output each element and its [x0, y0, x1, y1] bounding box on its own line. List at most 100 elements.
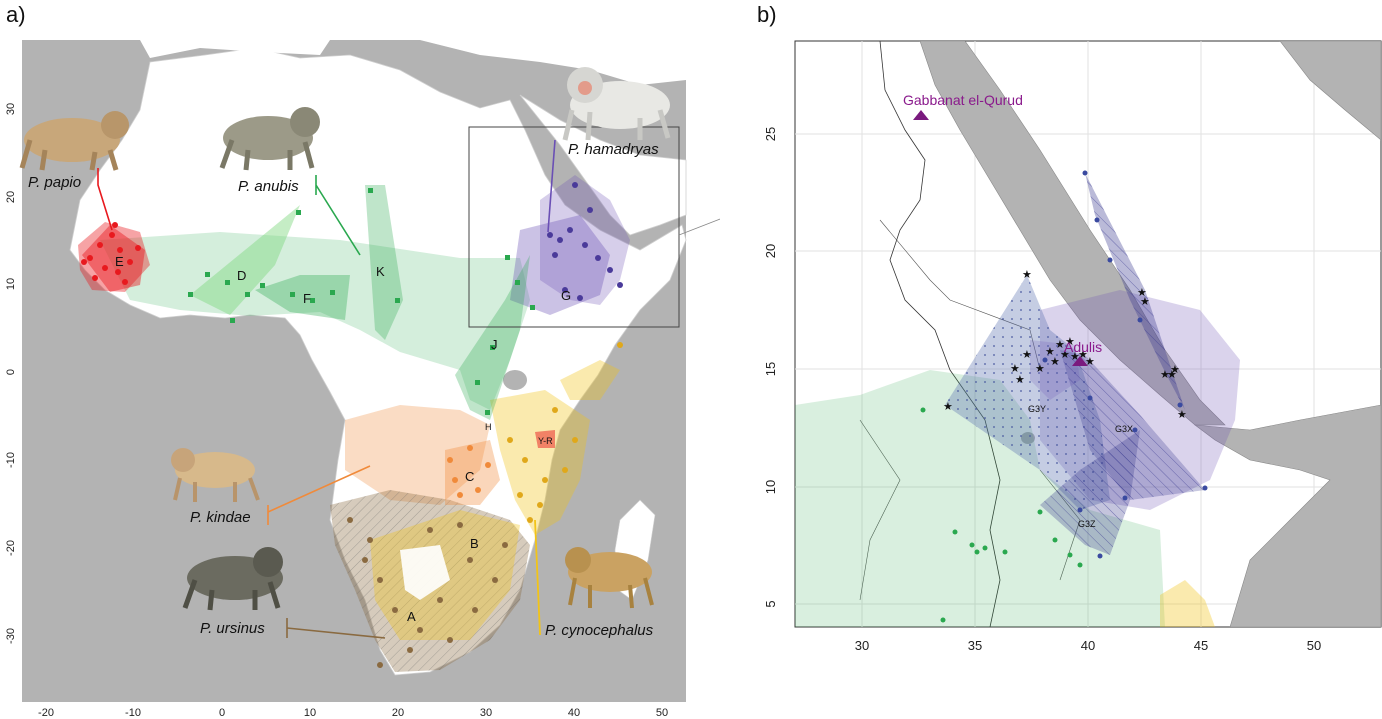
- hamadryas-leader: [547, 139, 556, 233]
- panel-a-y-axis: 30 20 10 0 -10 -20 -30: [5, 103, 17, 644]
- ursinus-illustration: [182, 547, 283, 611]
- y-tick: 10: [5, 278, 17, 290]
- cluster-j-polygon: [455, 255, 530, 420]
- x-tick: -10: [125, 707, 141, 719]
- x-tick: 45: [1194, 638, 1208, 653]
- svg-text:★: ★: [1022, 269, 1032, 281]
- svg-text:★: ★: [943, 401, 953, 413]
- papio-samples: [81, 222, 141, 285]
- nile-river: [879, 41, 1001, 627]
- cluster-c-polygon: [445, 440, 500, 505]
- adulis-label: Adulis: [1064, 339, 1102, 355]
- panel-b-y-axis: 25 20 15 10 5: [763, 127, 778, 608]
- y-tick: 20: [5, 191, 17, 203]
- panel-b-x-axis: 30 35 40 45 50: [855, 638, 1321, 653]
- lake-victoria: [503, 370, 527, 390]
- svg-text:★: ★: [1137, 287, 1147, 299]
- inset-connector: [678, 218, 720, 236]
- cluster-label-g3z: G3Z: [1078, 519, 1096, 529]
- y-tick: 5: [763, 600, 778, 607]
- cluster-label-k: K: [376, 264, 385, 279]
- cynocephalus-samples: [507, 342, 623, 523]
- cluster-label-c: C: [465, 469, 474, 484]
- cluster-label-a: A: [407, 609, 416, 624]
- ursinus-leader: [286, 618, 386, 639]
- europe-landmass: [140, 40, 330, 58]
- hamadryas-illustration: [562, 67, 671, 141]
- y-tick: -30: [5, 628, 17, 644]
- adulis-marker: [1072, 356, 1088, 366]
- svg-text:★: ★: [1055, 339, 1065, 351]
- svg-text:★: ★: [1050, 356, 1060, 368]
- kindae-samples: [447, 445, 491, 498]
- label-kindae: P. kindae: [190, 509, 251, 526]
- x-tick: 0: [219, 707, 225, 719]
- svg-text:★: ★: [1167, 369, 1177, 381]
- cluster-label-j: J: [491, 337, 498, 352]
- x-tick: 30: [480, 707, 492, 719]
- x-tick: 30: [855, 638, 869, 653]
- cluster-label-g3y: G3Y: [1028, 404, 1046, 414]
- label-ursinus: P. ursinus: [200, 620, 265, 637]
- ancient-samples: ★★ ★★★ ★★★ ★★★ ★★★ ★★★ ★★★: [943, 269, 1187, 421]
- panel-b-label: b): [757, 2, 777, 27]
- cynocephalus-range: [1160, 580, 1215, 627]
- svg-text:★: ★: [1160, 369, 1170, 381]
- papio-leader: [97, 168, 113, 231]
- panel-a-label: a): [6, 2, 26, 27]
- cluster-g3y-dots: [945, 275, 1110, 510]
- inset-extent-box: [468, 126, 680, 328]
- svg-text:★: ★: [1078, 349, 1088, 361]
- cluster-label-yr: Y-R: [538, 436, 553, 446]
- cluster-label-f: F: [303, 291, 311, 306]
- kindae-illustration: [171, 448, 260, 502]
- y-tick: 20: [763, 244, 778, 258]
- svg-text:★: ★: [1070, 351, 1080, 363]
- x-tick: 20: [392, 707, 404, 719]
- ursinus-samples: [347, 517, 508, 668]
- svg-text:★: ★: [1015, 374, 1025, 386]
- panel-a-x-axis: -20 -10 0 10 20 30 40 50: [38, 707, 668, 719]
- cluster-d-polygon: [190, 205, 300, 315]
- cluster-g3z-hatch: [1040, 430, 1140, 555]
- cluster-label-e: E: [115, 254, 124, 269]
- cluster-label-g: G: [561, 288, 571, 303]
- range-papio: [78, 222, 150, 292]
- hamadryas-samples: [547, 182, 623, 301]
- cluster-label-b: B: [470, 536, 479, 551]
- gabbanat-marker: [913, 110, 929, 120]
- y-tick: 15: [763, 362, 778, 376]
- cluster-yr-polygon: [535, 430, 555, 448]
- svg-text:★: ★: [1035, 363, 1045, 375]
- cluster-label-h: H: [485, 422, 492, 432]
- europe-landmass-east: [420, 40, 686, 85]
- svg-text:★: ★: [1170, 364, 1180, 376]
- hamadryas-samples-b: [1042, 170, 1208, 559]
- cluster-f-polygon: [255, 275, 350, 320]
- y-tick: -10: [5, 452, 17, 468]
- range-cynocephalus-north: [560, 360, 620, 400]
- svg-text:★: ★: [1177, 409, 1187, 421]
- coastal-hamadryas-hatch: [1085, 173, 1185, 410]
- label-cynocephalus: P. cynocephalus: [545, 622, 654, 639]
- cynocephalus-illustration: [565, 547, 654, 609]
- kindae-leader: [267, 465, 371, 525]
- x-tick: 40: [1081, 638, 1095, 653]
- label-anubis: P. anubis: [238, 178, 299, 195]
- panel-b-map: ★★ ★★★ ★★★ ★★★ ★★★ ★★★ ★★★ Gabbanat el-Q…: [763, 40, 1382, 653]
- svg-text:★: ★: [1065, 336, 1075, 348]
- cluster-label-d: D: [237, 268, 246, 283]
- svg-text:★: ★: [1060, 349, 1070, 361]
- arabia-landmass: [519, 94, 687, 236]
- cynocephalus-leader: [534, 519, 541, 636]
- label-hamadryas: P. hamadryas: [568, 141, 659, 158]
- anubis-samples: [188, 188, 535, 415]
- gulf-of-aden: [1193, 404, 1381, 627]
- svg-text:★: ★: [1085, 356, 1095, 368]
- anubis-illustration: [219, 107, 320, 171]
- x-tick: 35: [968, 638, 982, 653]
- y-tick: 10: [763, 480, 778, 494]
- cluster-g3x-hatch: [1060, 350, 1205, 500]
- cluster-k-polygon: [365, 185, 403, 340]
- x-tick: 40: [568, 707, 580, 719]
